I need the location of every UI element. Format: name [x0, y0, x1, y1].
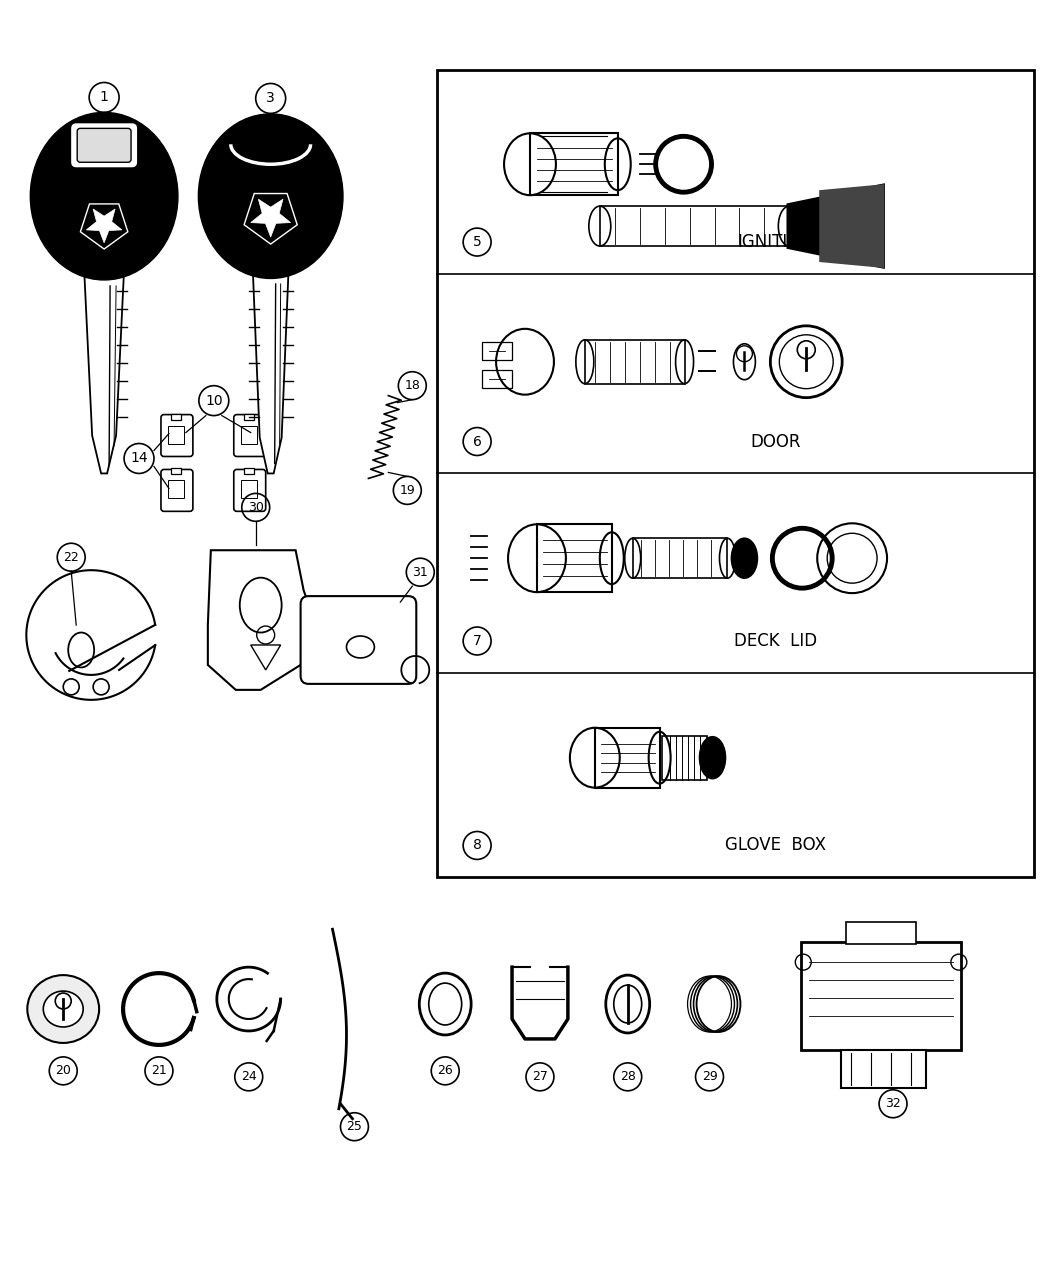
FancyBboxPatch shape	[77, 128, 132, 162]
Text: GLOVE  BOX: GLOVE BOX	[725, 836, 826, 854]
Text: 10: 10	[205, 394, 223, 408]
Bar	[662, 735, 707, 780]
Bar	[632, 538, 728, 578]
Bar	[241, 426, 257, 444]
Text: 14: 14	[130, 451, 148, 466]
Bar	[244, 413, 254, 420]
FancyBboxPatch shape	[234, 469, 266, 512]
Polygon shape	[250, 645, 281, 670]
FancyBboxPatch shape	[161, 469, 193, 512]
Text: 28: 28	[620, 1071, 635, 1083]
Text: 20: 20	[56, 1064, 72, 1077]
Text: DECK  LID: DECK LID	[734, 632, 817, 650]
Bar	[585, 340, 685, 384]
Text: 30: 30	[248, 501, 264, 514]
Text: 27: 27	[532, 1071, 548, 1083]
Bar	[168, 426, 184, 444]
Polygon shape	[84, 270, 124, 473]
Text: 5: 5	[472, 235, 482, 249]
Text: 18: 18	[404, 379, 420, 393]
Bar	[170, 468, 181, 475]
Bar	[168, 481, 184, 499]
Bar	[482, 370, 512, 388]
Ellipse shape	[43, 991, 83, 1027]
Bar	[482, 341, 512, 359]
Ellipse shape	[731, 538, 757, 578]
FancyBboxPatch shape	[73, 124, 136, 166]
Text: DOOR: DOOR	[750, 432, 801, 450]
Text: 22: 22	[63, 551, 79, 564]
Text: 8: 8	[472, 839, 482, 853]
Polygon shape	[86, 208, 122, 243]
Ellipse shape	[31, 113, 178, 280]
Bar	[537, 524, 612, 592]
Text: 25: 25	[346, 1120, 362, 1133]
Bar	[594, 728, 660, 788]
Bar	[846, 922, 916, 944]
Bar	[530, 133, 618, 196]
Text: 24: 24	[241, 1071, 257, 1083]
Polygon shape	[820, 184, 884, 269]
Text: 3: 3	[266, 91, 275, 105]
Polygon shape	[787, 184, 884, 269]
Bar	[244, 468, 254, 475]
Text: IGNITION: IGNITION	[737, 233, 813, 251]
Ellipse shape	[700, 737, 726, 779]
Text: 29: 29	[702, 1071, 717, 1083]
FancyBboxPatch shape	[161, 414, 193, 457]
Text: 21: 21	[151, 1064, 167, 1077]
Ellipse shape	[27, 975, 99, 1042]
Bar	[170, 413, 181, 420]
Text: 31: 31	[412, 565, 428, 578]
FancyBboxPatch shape	[234, 414, 266, 457]
Text: 32: 32	[885, 1097, 901, 1110]
Bar	[600, 206, 789, 246]
Text: 1: 1	[100, 91, 108, 105]
Text: 6: 6	[472, 435, 482, 449]
Bar	[241, 481, 257, 499]
Text: 19: 19	[400, 483, 416, 498]
Circle shape	[56, 993, 72, 1009]
Ellipse shape	[199, 114, 343, 279]
FancyBboxPatch shape	[301, 596, 417, 684]
Bar	[802, 943, 960, 1050]
Polygon shape	[252, 269, 288, 473]
Bar	[438, 69, 1034, 877]
Text: 7: 7	[472, 634, 482, 648]
Polygon shape	[250, 200, 290, 237]
Bar	[842, 1050, 926, 1088]
Polygon shape	[208, 550, 318, 689]
Text: 26: 26	[438, 1064, 453, 1077]
